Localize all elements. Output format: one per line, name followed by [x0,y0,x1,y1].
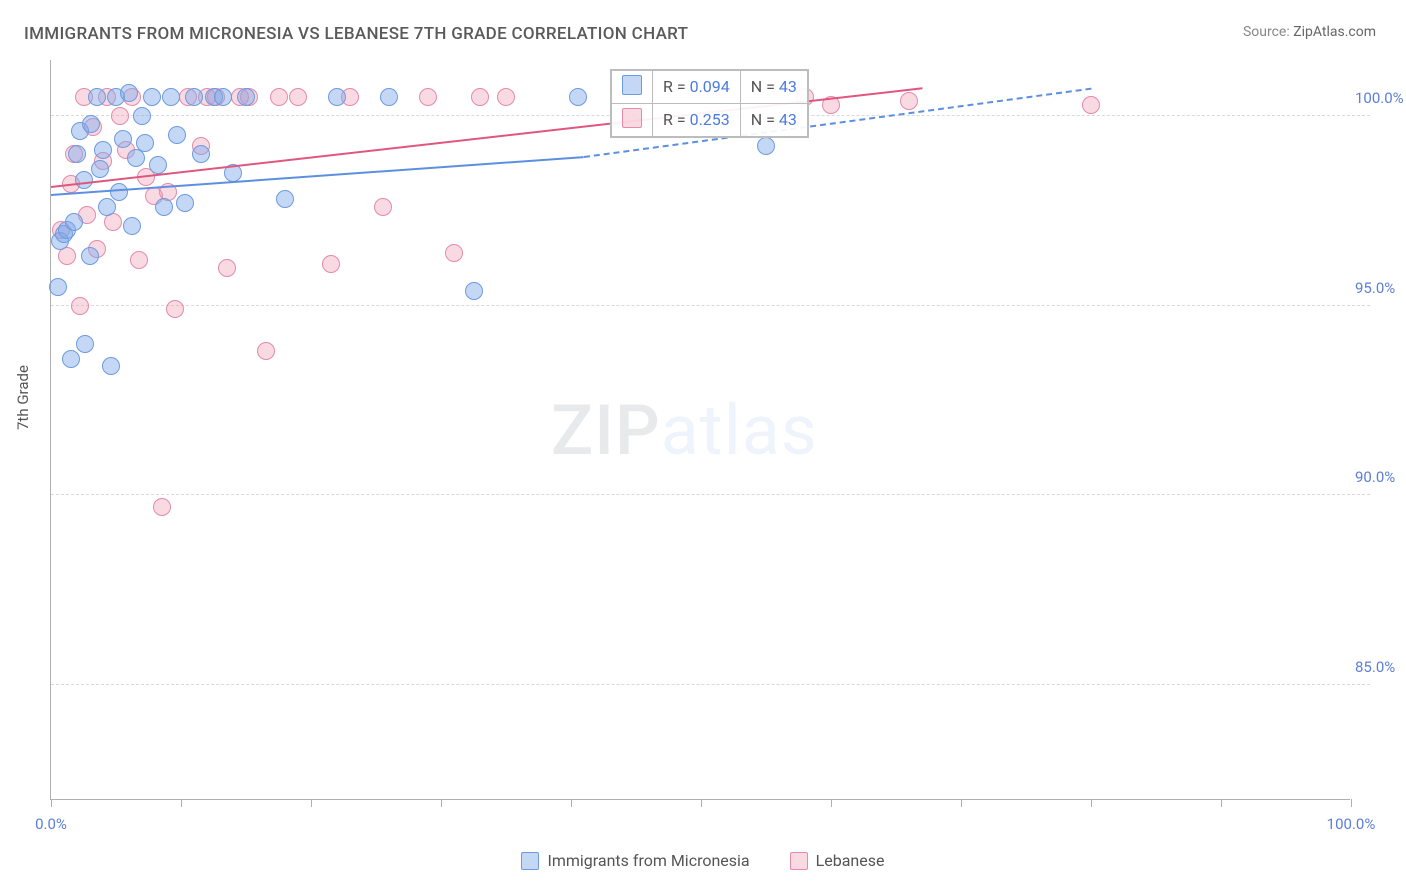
scatter-point-series2 [419,88,437,106]
scatter-point-series1 [110,183,128,201]
watermark-atlas: atlas [661,390,818,472]
scatter-point-series1 [123,217,141,235]
scatter-point-series1 [91,160,109,178]
scatter-point-series1 [276,190,294,208]
scatter-point-series2 [130,251,148,269]
scatter-point-series1 [192,145,210,163]
scatter-point-series1 [68,145,86,163]
x-tick [701,799,702,807]
scatter-point-series1 [76,335,94,353]
scatter-point-series2 [445,244,463,262]
scatter-point-series1 [237,88,255,106]
x-tick [831,799,832,807]
scatter-point-series1 [49,278,67,296]
watermark-zip: ZIP [551,390,661,472]
chart-title: IMMIGRANTS FROM MICRONESIA VS LEBANESE 7… [24,24,688,44]
legend-item-series2: Lebanese [790,851,885,870]
scatter-point-series2 [257,342,275,360]
scatter-point-series1 [133,107,151,125]
y-tick-label: 90.0% [1355,468,1406,486]
scatter-point-series1 [143,88,161,106]
scatter-point-series1 [82,115,100,133]
scatter-point-series1 [149,156,167,174]
y-tick-label: 95.0% [1355,279,1406,297]
x-tick-label: 0.0% [35,815,67,833]
scatter-point-series2 [218,259,236,277]
scatter-point-series1 [162,88,180,106]
scatter-point-series2 [1082,96,1100,114]
stats-swatch [612,103,653,136]
x-tick [1221,799,1222,807]
legend-swatch-series2 [790,852,808,870]
x-tick [181,799,182,807]
x-tick [1091,799,1092,807]
scatter-point-series1 [120,84,138,102]
scatter-point-series2 [471,88,489,106]
scatter-point-series1 [185,88,203,106]
source-label: Source: [1243,24,1290,40]
scatter-point-series1 [465,282,483,300]
source-value: ZipAtlas.com [1293,24,1376,40]
scatter-point-series1 [88,88,106,106]
scatter-point-series2 [322,255,340,273]
scatter-point-series2 [166,300,184,318]
x-tick [571,799,572,807]
scatter-point-series2 [270,88,288,106]
scatter-point-series2 [153,498,171,516]
x-tick-label: 100.0% [1327,815,1376,833]
legend-item-series1: Immigrants from Micronesia [521,851,749,870]
scatter-point-series1 [136,134,154,152]
scatter-point-series1 [757,137,775,155]
scatter-point-series1 [176,194,194,212]
legend-swatch-series1 [521,852,539,870]
x-tick [961,799,962,807]
scatter-point-series1 [65,213,83,231]
scatter-point-series2 [497,88,515,106]
watermark: ZIPatlas [551,390,818,472]
legend-label-series2: Lebanese [816,851,885,870]
gridline-h [51,684,1370,685]
x-tick [1351,799,1352,807]
y-tick-label: 85.0% [1355,658,1406,676]
x-axis-legend: Immigrants from Micronesia Lebanese [0,851,1406,870]
stats-r: R = 0.253 [653,103,741,136]
scatter-point-series2 [111,107,129,125]
source-attribution: Source: ZipAtlas.com [1243,24,1376,40]
scatter-point-series1 [380,88,398,106]
scatter-point-series2 [900,92,918,110]
gridline-h [51,305,1370,306]
gridline-h [51,494,1370,495]
stats-n: N = 43 [740,103,807,136]
plot-area: ZIPatlas 85.0%90.0%95.0%100.0%0.0%100.0%… [50,60,1350,800]
scatter-point-series1 [102,357,120,375]
scatter-point-series1 [214,88,232,106]
scatter-point-series1 [168,126,186,144]
scatter-point-series2 [374,198,392,216]
scatter-point-series1 [62,350,80,368]
scatter-point-series1 [98,198,116,216]
stats-swatch [612,70,653,103]
x-tick [441,799,442,807]
scatter-point-series1 [114,130,132,148]
x-tick [311,799,312,807]
y-axis-title: 7th Grade [14,365,32,430]
scatter-point-series2 [71,297,89,315]
stats-n: N = 43 [740,70,807,103]
stats-box: R = 0.094N = 43R = 0.253N = 43 [610,69,809,138]
scatter-point-series1 [75,171,93,189]
scatter-point-series1 [127,149,145,167]
scatter-point-series1 [155,198,173,216]
scatter-point-series2 [289,88,307,106]
stats-r: R = 0.094 [653,70,741,103]
scatter-point-series1 [569,88,587,106]
scatter-point-series1 [328,88,346,106]
x-tick [51,799,52,807]
legend-label-series1: Immigrants from Micronesia [547,851,749,870]
scatter-point-series1 [94,141,112,159]
y-tick-label: 100.0% [1355,89,1406,107]
scatter-point-series1 [81,247,99,265]
